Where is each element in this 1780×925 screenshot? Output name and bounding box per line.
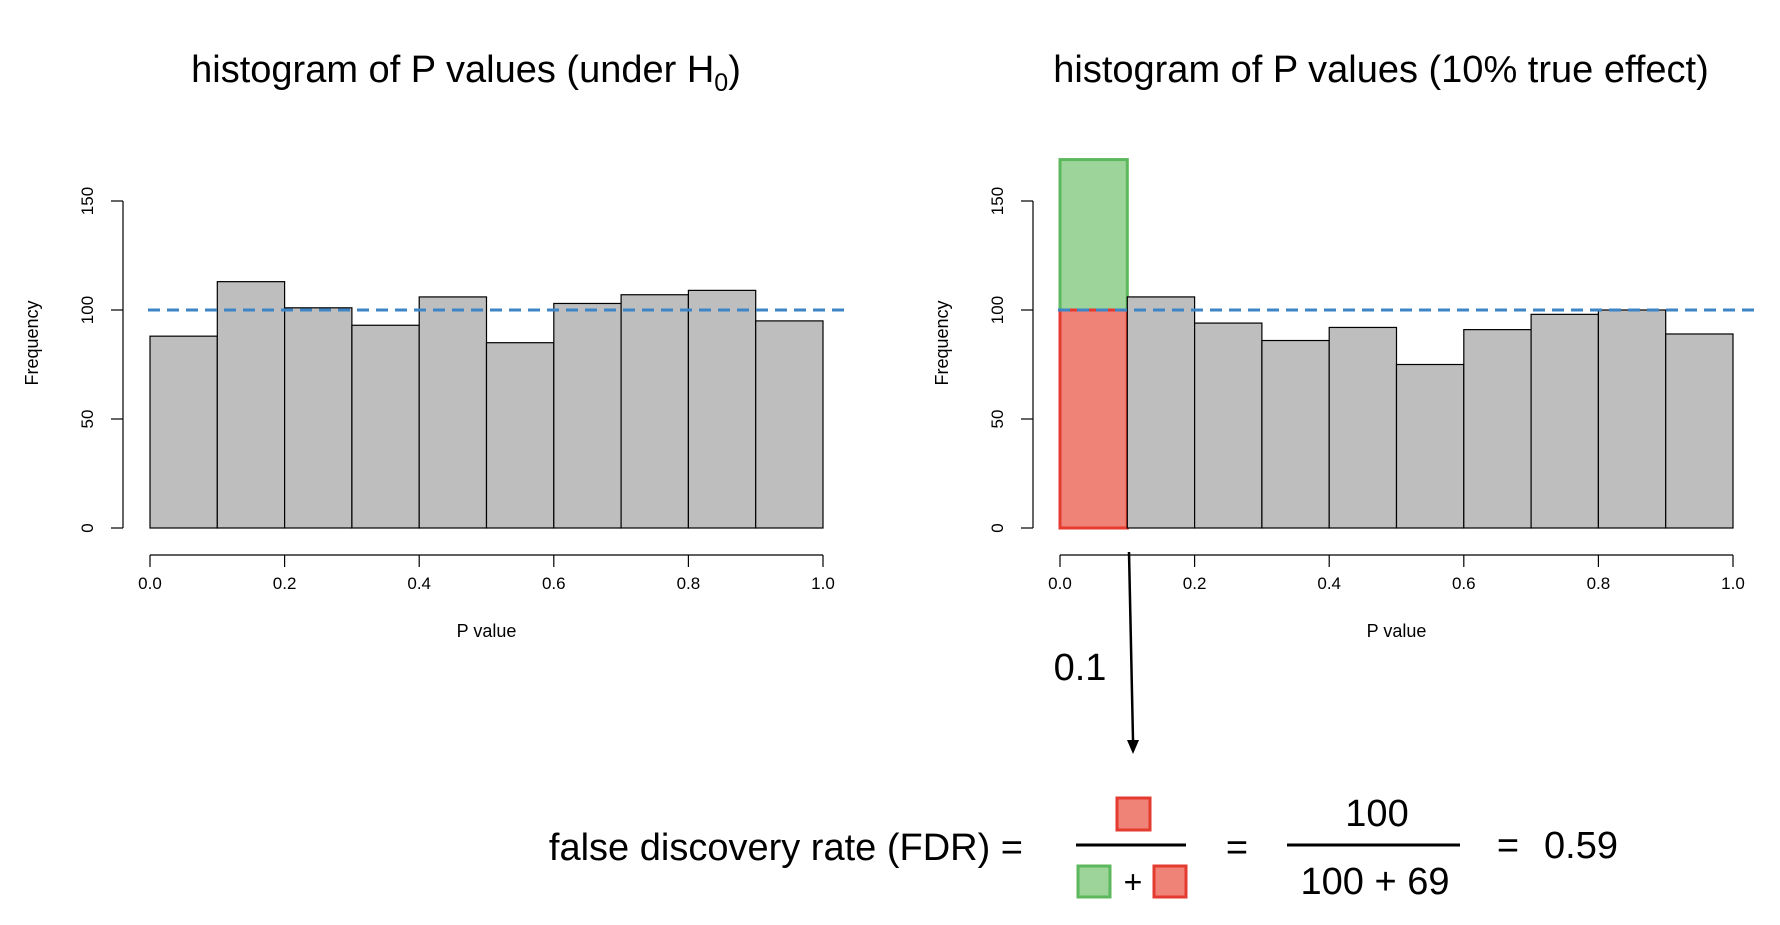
y-tick-label: 0 [78,523,97,532]
chart-left-title: histogram of P values (under H0) [191,49,741,97]
histogram-bar [1328,326,1398,529]
y-tick-label: 100 [988,296,1007,324]
x-tick-label: 0.4 [407,574,431,593]
histogram-bar [1193,322,1263,529]
y-tick-label: 50 [78,410,97,429]
x-tick-label: 0.0 [1048,574,1072,593]
threshold-label: 0.1 [1054,647,1107,689]
x-axis-label: P value [1367,621,1427,641]
threshold-annotation: 0.1 [1054,551,1139,754]
histogram-bar [1395,363,1465,529]
x-axis-label: P value [457,621,517,641]
histogram-bar [485,342,555,529]
equals-sign-1: = [1226,827,1248,869]
bar-true-positives [1058,158,1129,312]
histogram-bar [284,307,353,529]
y-tick-label: 150 [78,187,97,215]
chart-right: 0 50 100 150 0.0 0.2 0.4 0.6 0.8 1.0 P value Freque… [932,158,1755,641]
histogram-bar [1665,333,1734,529]
chart-right-title: histogram of P values (10% true effect) [1053,49,1708,91]
true-positive-square [1076,864,1112,899]
histogram-bar [1126,296,1196,529]
fdr-label: false discovery rate (FDR) = [549,827,1023,869]
histogram-bar [216,281,286,529]
y-tick-label: 150 [988,187,1007,215]
fraction-numerator: 100 [1345,793,1408,835]
y-tick-label: 100 [78,296,97,324]
histogram-bar [620,294,689,529]
x-tick-label: 0.4 [1317,574,1341,593]
histogram-bar [687,289,757,529]
plus-sign: + [1124,864,1143,900]
fdr-formula: false discovery rate (FDR) = + = 100 100… [549,793,1618,903]
x-tick-label: 0.6 [1452,574,1476,593]
x-tick-label: 0.8 [677,574,701,593]
chart-left: 0 50 100 150 0.0 0.2 0.4 0.6 0.8 1.0 P value Freque… [22,187,845,641]
x-tick-label: 0.0 [138,574,162,593]
x-tick-label: 0.2 [273,574,297,593]
histogram-bar [351,324,420,529]
x-tick-label: 1.0 [811,574,835,593]
equals-sign-2: = [1497,825,1519,867]
fraction-denominator: 100 + 69 [1301,861,1450,903]
threshold-arrow-line [1127,551,1135,741]
x-tick-label: 1.0 [1721,574,1745,593]
false-positive-square-denominator [1152,864,1188,899]
histogram-bar [418,296,488,529]
histogram-bar [1463,329,1532,529]
threshold-arrowhead [1127,740,1139,754]
x-tick-label: 0.2 [1183,574,1207,593]
histogram-bar [755,320,824,529]
x-tick-label: 0.8 [1587,574,1611,593]
y-tick-label: 0 [988,523,1007,532]
histogram-bar [1261,339,1330,529]
false-positive-square-numerator [1115,796,1152,832]
y-tick-label: 50 [988,410,1007,429]
bar-false-positives [1058,308,1129,530]
y-axis-label: Frequency [932,300,952,385]
histogram-bar [1597,309,1667,529]
histogram-bar [149,335,218,529]
y-axis-label: Frequency [22,300,42,385]
histogram-bar [553,302,622,529]
fdr-result: 0.59 [1544,825,1618,867]
x-tick-label: 0.6 [542,574,566,593]
histogram-bar [1530,313,1599,529]
